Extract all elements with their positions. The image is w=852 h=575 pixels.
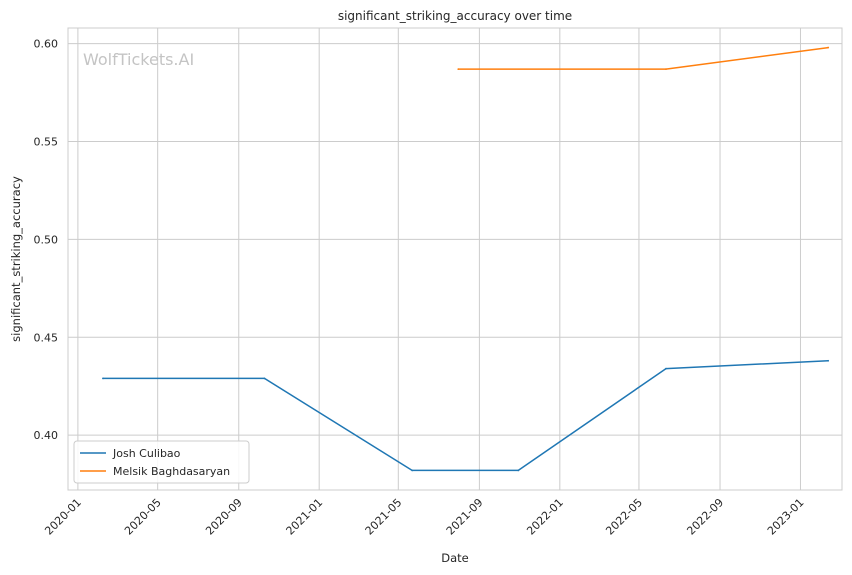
legend-label-josh-culibao: Josh Culibao [112,447,181,460]
legend-label-melsik-baghdasaryan: Melsik Baghdasaryan [113,465,230,478]
data-point-josh-culibao [827,359,830,362]
data-point-melsik-baghdasaryan [827,46,830,49]
data-point-melsik-baghdasaryan [457,68,460,71]
data-point-josh-culibao [517,469,520,472]
chart-title: significant_striking_accuracy over time [338,9,572,23]
data-point-josh-culibao [411,469,414,472]
legend: Josh Culibao Melsik Baghdasaryan [73,440,250,484]
grid [68,28,842,490]
data-point-josh-culibao [665,367,667,370]
y-axis-title: significant_striking_accuracy [9,176,23,342]
y-tick-label: 0.45 [34,331,59,344]
series-lines [102,46,830,472]
data-point-josh-culibao [263,377,266,380]
y-tick-label: 0.55 [34,136,59,149]
plot-frame [67,27,843,491]
data-point-josh-culibao [102,377,104,380]
y-tick-label: 0.50 [34,233,59,246]
y-tick-label: 0.40 [34,429,59,442]
y-tick-label: 0.60 [34,38,59,51]
series-line-josh-culibao [102,360,829,472]
watermark: WolfTickets.AI [83,50,194,69]
x-axis-title: Date [441,551,469,565]
legend-box [73,440,250,484]
data-point-melsik-baghdasaryan [665,68,667,71]
